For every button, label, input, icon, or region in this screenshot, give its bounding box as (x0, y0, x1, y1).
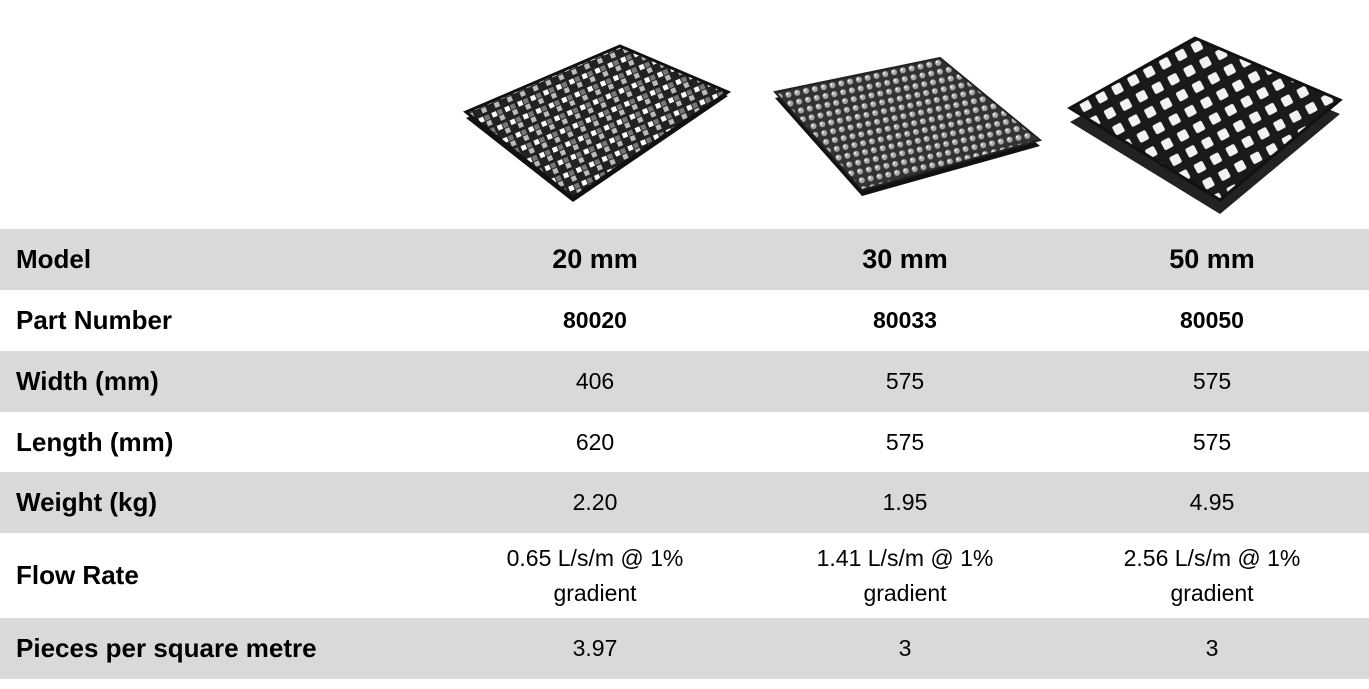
cell-value: 575 (1192, 428, 1232, 455)
table-row: Weight (kg) 2.20 1.95 4.95 (0, 472, 1369, 533)
cell-value: 3.97 (572, 635, 618, 661)
table-row: Width (mm) 406 575 575 (0, 351, 1369, 412)
cell-value: 1.41 L/s/m @ 1% gradient (816, 544, 994, 606)
cell-value: 620 (575, 428, 615, 455)
table-row: Pieces per square metre 3.97 3 3 (0, 618, 1369, 679)
cell-value: 575 (885, 428, 925, 455)
cell-value: 3 (1205, 635, 1219, 661)
row-label: Length (mm) (16, 426, 174, 457)
row-label: Pieces per square metre (16, 633, 317, 663)
cell-value: 0.65 L/s/m @ 1% gradient (506, 544, 684, 606)
tile-50mm (1067, 36, 1343, 214)
tile-20mm (463, 44, 732, 202)
cell-value: 80050 (1180, 307, 1244, 333)
cell-value: 575 (885, 368, 925, 394)
cell-value: 2.56 L/s/m @ 1% gradient (1123, 544, 1301, 606)
product-images (463, 36, 1343, 214)
column-header: 20 mm (552, 244, 638, 274)
row-label: Flow Rate (16, 560, 139, 590)
column-header: 30 mm (862, 244, 948, 274)
column-header: 50 mm (1169, 244, 1255, 274)
cell-value: 4.95 (1189, 489, 1235, 515)
cell-value: 1.95 (882, 489, 928, 515)
tile-30mm (773, 56, 1043, 196)
table-row: Part Number 80020 80033 80050 (0, 290, 1369, 351)
table-row: Model 20 mm 30 mm 50 mm (0, 229, 1369, 290)
cell-value: 80033 (873, 307, 937, 333)
row-label: Weight (kg) (16, 487, 158, 517)
cell-value: 406 (575, 368, 615, 394)
cell-value: 575 (1192, 368, 1232, 394)
cell-value: 3 (898, 635, 912, 661)
cell-value: 2.20 (572, 489, 618, 515)
row-label: Model (16, 244, 92, 274)
row-label: Part Number (16, 305, 173, 335)
cell-value: 80020 (563, 307, 627, 333)
table-row: Length (mm) 620 575 575 (0, 412, 1369, 472)
row-label: Width (mm) (16, 366, 159, 396)
table-row: Flow Rate 0.65 L/s/m @ 1% gradient 1.41 L/… (0, 533, 1369, 618)
